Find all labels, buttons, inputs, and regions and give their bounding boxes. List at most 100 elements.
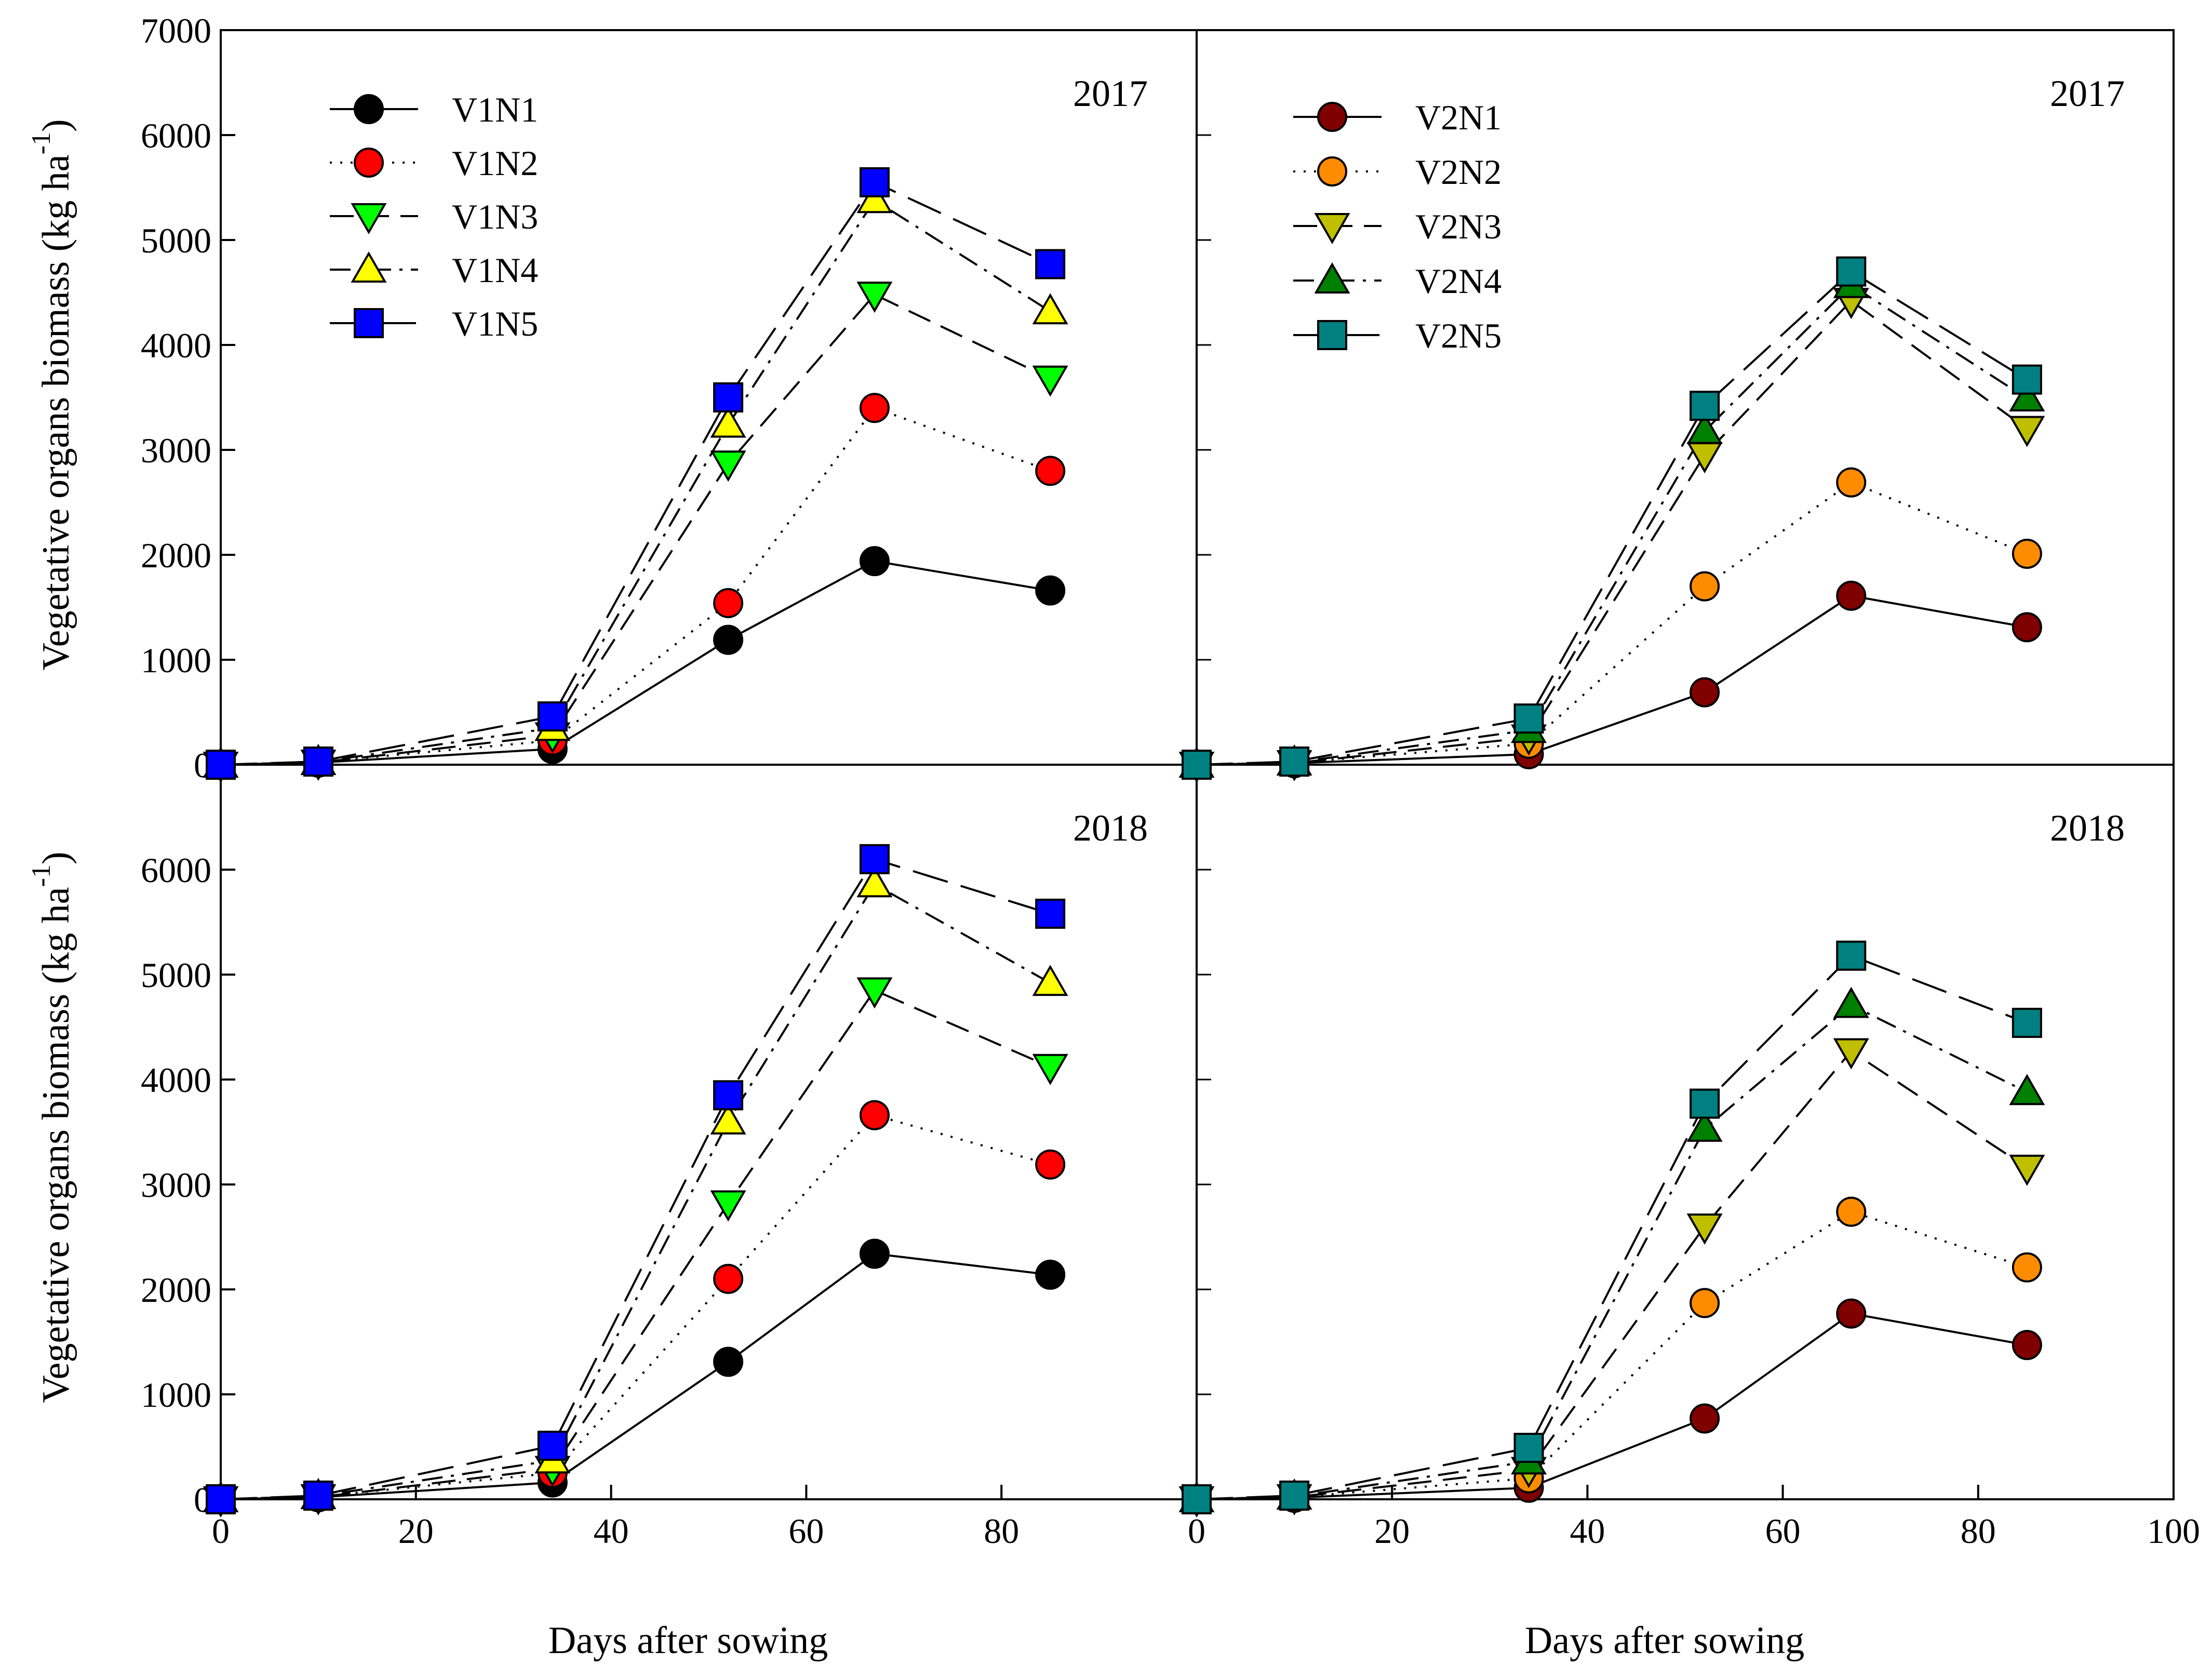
y-tick-label-top: 6000 [141,116,211,155]
year-label: 2017 [2050,73,2125,114]
data-point-v2n2 [1836,467,1867,498]
data-point-v2n4 [1833,987,1869,1018]
x-tick-label-left: 0 [212,1511,230,1551]
data-point-v1n5 [206,750,236,780]
series-line-v1n4 [220,883,1051,1500]
data-point-v2n5 [2012,364,2042,395]
data-point-v2n5 [1690,391,1720,421]
legend-marker-v1n4 [351,251,387,283]
legend-marker-v2n3 [1314,213,1350,245]
data-point-v1n2 [859,1100,890,1130]
legend-label-v1n2: V1N2 [452,143,538,183]
data-point-v2n3 [1686,1213,1723,1245]
data-point-v2n2 [1836,1196,1867,1227]
x-tick-label-right: 20 [1374,1511,1410,1551]
series-line-v2n4 [1196,284,2028,766]
data-point-v2n3 [2009,416,2045,447]
data-point-v1n2 [1035,1149,1066,1180]
series-line-v1n2 [220,1114,1051,1500]
x-tick-label-right: 80 [1961,1511,1996,1551]
legend-marker-v2n1 [1317,102,1347,132]
y-tick-label-bottom: 1000 [141,1375,211,1415]
series-line-v2n2 [1196,1210,2028,1500]
legend-marker-v1n5 [354,308,384,338]
y-tick-label-bottom: 5000 [141,955,211,995]
data-point-v1n2 [713,1263,744,1294]
legend-label-v1n5: V1N5 [452,304,538,343]
data-point-v2n4 [1686,1110,1723,1142]
data-point-v2n1 [1836,1298,1867,1329]
plot-layer: 0 1000 2000 3000 4000 5000 6000 7000 0 1000 2000 30… [141,11,2200,1551]
data-point-v2n5 [1513,1433,1544,1463]
legend-marker-v1n1 [354,94,384,124]
data-point-v2n5 [1279,1480,1310,1511]
data-point-v1n3 [856,282,893,313]
data-point-v2n2 [1690,1288,1720,1319]
series-line-v1n5 [220,181,1051,766]
data-point-v1n4 [710,406,746,438]
legend-marker-v2n2 [1317,156,1347,187]
data-point-v1n5 [859,167,890,197]
data-point-v2n1 [2012,1330,2042,1361]
series-line-v2n3 [1196,299,2028,766]
legend-marker-v2n5 [1317,320,1347,350]
data-point-v1n2 [1035,456,1066,486]
data-point-v1n4 [856,182,893,214]
panel-v2-2018: 2018 [1178,807,2125,1518]
panel-v1-2017: 2017 [203,73,1148,783]
panel-v2-2017: 2017 [1178,73,2125,783]
data-point-v2n5 [1690,1088,1720,1119]
y-tick-label-bottom: 2000 [141,1270,211,1310]
data-point-v1n3 [710,1190,746,1222]
data-point-v1n5 [1035,249,1066,279]
panel-v1-2018: 2018 [203,807,1148,1518]
data-point-v2n5 [1182,750,1212,780]
series-line-v2n2 [1196,481,2028,766]
legend-v2-2017: V2N1 V2N2 V2N3 V2N4 V2N5 [1293,98,1502,355]
series-line-v2n5 [1196,954,2028,1500]
data-point-v2n2 [2012,1252,2042,1283]
y-axis-label-top: Vegetative organs biomass (kg ha-1) [26,119,77,670]
series-line-v2n3 [1196,1049,2028,1500]
data-point-v2n4 [2009,1074,2045,1106]
x-tick-label-left: 80 [984,1511,1019,1551]
y-tick-label-bottom: 3000 [141,1165,211,1205]
data-point-v2n3 [2009,1154,2045,1186]
data-point-v2n2 [2012,538,2042,569]
data-point-v1n4 [856,866,893,898]
series-line-v1n4 [220,198,1051,766]
y-axis-label-sup: -1 [26,864,56,887]
data-point-v1n5 [206,1484,236,1514]
legend-label-v1n4: V1N4 [452,250,538,290]
legend-label-v2n3: V2N3 [1415,207,1502,246]
legend-label-v1n1: V1N1 [452,90,538,129]
legend-label-v2n2: V2N2 [1415,152,1502,192]
y-axis-label-close: ) [35,119,77,132]
x-tick-label-right: 60 [1765,1511,1801,1551]
data-point-v2n4 [2009,380,2045,411]
data-point-v1n5 [303,746,333,777]
y-tick-label-bottom: 4000 [141,1060,211,1100]
data-point-v2n1 [2012,612,2042,643]
y-tick-label-top: 7000 [141,11,211,50]
data-point-v2n1 [1836,580,1867,611]
series-line-v2n4 [1196,1004,2028,1500]
data-point-v2n2 [1690,571,1720,602]
data-point-v1n5 [537,701,568,732]
data-point-v1n4 [710,1103,746,1135]
data-point-v1n4 [1032,965,1068,996]
data-point-v1n5 [859,844,890,874]
x-tick-label-left: 40 [594,1511,629,1551]
data-point-v2n1 [1690,677,1720,708]
series-line-v1n3 [220,989,1051,1500]
series-line-v2n5 [1196,270,2028,766]
y-tick-label-top: 4000 [141,326,211,365]
year-label: 2018 [2050,807,2125,849]
series-line-v2n1 [1196,1312,2028,1500]
year-label: 2018 [1073,807,1148,849]
legend-label-v2n5: V2N5 [1415,316,1502,355]
data-point-v1n1 [859,546,890,577]
legend-label-v2n4: V2N4 [1415,261,1502,301]
data-point-v1n5 [303,1480,333,1511]
data-point-v2n5 [2012,1007,2042,1038]
